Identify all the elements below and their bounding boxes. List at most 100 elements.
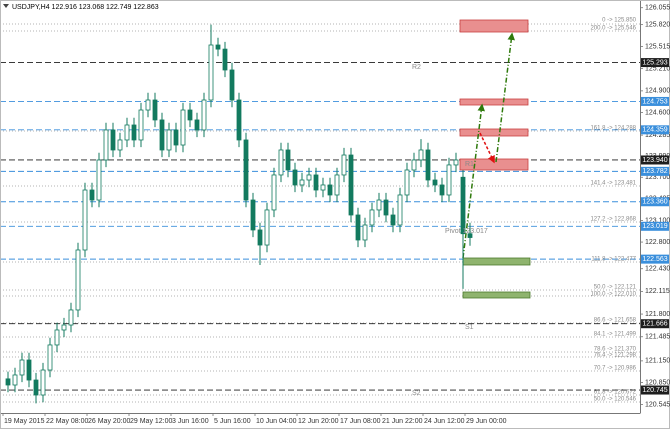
candle-body (68, 309, 74, 326)
candle-body (467, 233, 473, 238)
fib-label: 61.8 -> 120.672 (594, 390, 637, 396)
level-box (641, 125, 669, 135)
candle-body (341, 154, 347, 176)
level-box (641, 155, 669, 165)
fib-label: 50.0 -> 122.121 (594, 285, 637, 291)
pivot-label: S1 (465, 324, 474, 331)
candle-body (47, 344, 53, 371)
candle-body (250, 199, 256, 231)
candle-body (278, 149, 284, 176)
sell-zone (459, 19, 529, 33)
candle-body (285, 149, 291, 171)
projection-arrows (462, 32, 515, 259)
x-tick-label: 29 May 12:00 (130, 418, 173, 425)
level-label: 120.745 (642, 387, 667, 394)
menu-icon[interactable] (3, 4, 9, 8)
fib-label: 78.6 -> 121.370 (594, 347, 637, 353)
y-tick-label: 124.285 (645, 132, 670, 139)
level-label: 121.666 (642, 321, 667, 328)
price-levels (0, 62, 640, 391)
level-label: 123.019 (642, 223, 667, 230)
level-box (641, 96, 669, 106)
x-tick-label: 21 Jun 22:00 (382, 418, 423, 425)
candle-body (439, 184, 445, 196)
candle-body (334, 174, 340, 196)
x-tick-label: 22 May 08:00 (46, 418, 89, 425)
candle-body (355, 214, 361, 241)
candle-body (418, 149, 424, 161)
candle-body (96, 159, 102, 201)
candle-body (89, 189, 95, 201)
fib-label: 111.8 -> 122.477 (591, 257, 636, 263)
level-label: 125.293 (642, 59, 667, 66)
candle-body (292, 169, 298, 186)
candles (5, 24, 473, 404)
y-tick-label: 122.430 (645, 266, 670, 273)
arrow-up (495, 32, 515, 163)
candle-body (75, 249, 81, 311)
candle-body (446, 164, 452, 196)
candle-body (138, 109, 144, 141)
level-box (641, 221, 669, 231)
y-tick-label: 125.515 (645, 43, 670, 50)
candle-body (5, 378, 11, 386)
x-tick-label: 5 Jun 16:00 (214, 418, 251, 425)
y-tick-label: 125.210 (645, 65, 670, 72)
chart-title: USDJPY,H4 122.916 123.068 122.749 122.86… (12, 4, 159, 11)
level-label: 123.360 (642, 199, 667, 206)
candle-body (404, 169, 410, 196)
fib-label: 0 -> 125.850 (602, 18, 637, 24)
level-box (641, 319, 669, 329)
candle-body (306, 174, 312, 181)
candle-body (376, 199, 382, 211)
zones (459, 19, 531, 299)
sell-zone (459, 128, 529, 137)
y-tick-label: 125.820 (645, 21, 670, 28)
y-tick-label: 123.100 (645, 217, 670, 224)
arrow-down (479, 132, 495, 164)
candle-body (257, 229, 263, 246)
y-tick-label: 123.700 (645, 174, 670, 181)
candle-body (453, 159, 459, 166)
axis-labels: 126.055 125.820 125.515 125.210 124.900 124.6… (2, 5, 670, 425)
candle-body (390, 214, 396, 226)
candle-body (173, 129, 179, 146)
fib-label: 70.7 -> 120.986 (594, 366, 637, 372)
candle-body (187, 109, 193, 121)
fib-label: 161.8 -> 124.288 (590, 126, 636, 132)
buy-zone (462, 257, 531, 266)
candle-body (460, 176, 466, 235)
level-label: 124.359 (642, 127, 667, 134)
level-label: 123.940 (642, 157, 667, 164)
candle-body (19, 359, 25, 376)
candle-body (432, 179, 438, 186)
candle-body (383, 199, 389, 216)
level-label: 122.563 (642, 256, 667, 263)
candle-body (222, 48, 228, 71)
candle-body (12, 374, 18, 386)
candle-body (369, 209, 375, 226)
fib-label: 84.1 -> 121.499 (594, 332, 637, 338)
level-box (641, 197, 669, 207)
candle-body (201, 99, 207, 131)
candle-body (236, 99, 242, 141)
fib-label: 100.0 -> 122.010 (590, 292, 636, 298)
candle-body (327, 184, 333, 196)
candle-body (215, 44, 221, 50)
level-box (641, 58, 669, 68)
fib-label: 86.6 -> 121.658 (594, 318, 637, 324)
candle-body (124, 124, 130, 141)
y-tick-label: 124.600 (645, 109, 670, 116)
x-tick-label: 10 Jun 04:00 (256, 418, 297, 425)
x-tick-label: 29 Jun 00:00 (466, 418, 507, 425)
level-box (641, 385, 669, 395)
y-tick-label: 126.055 (645, 5, 670, 12)
candle-body (110, 129, 116, 151)
candle-body (61, 324, 67, 331)
candle-body (229, 69, 235, 101)
candle-body (152, 99, 158, 121)
fib-label: 200.0 -> 125.546 (590, 26, 636, 32)
pivot-label: R1 (465, 161, 474, 168)
x-tick-label: 26 May 20:00 (88, 418, 131, 425)
candle-body (397, 194, 403, 226)
